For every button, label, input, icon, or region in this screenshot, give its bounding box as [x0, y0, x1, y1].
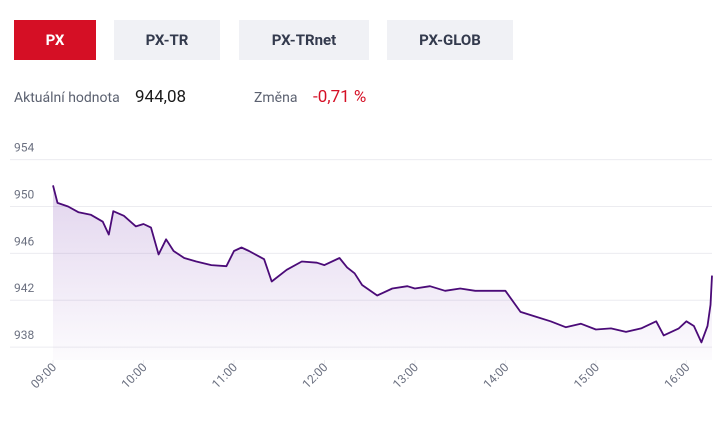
x-tick-label: 09:00: [28, 360, 59, 391]
stat-value: 944,08: [135, 87, 187, 107]
x-tick-label: 13:00: [390, 360, 421, 391]
y-tick-label: 938: [14, 328, 34, 342]
x-tick-label: 16:00: [661, 360, 692, 391]
x-tick-label: 15:00: [571, 360, 602, 391]
x-tick-label: 11:00: [209, 360, 240, 391]
x-tick-label: 10:00: [119, 360, 150, 391]
x-tick-label: 14:00: [480, 360, 511, 391]
tab[interactable]: PX-TRnet: [239, 20, 369, 60]
price-line: [52, 185, 713, 344]
area-fill: [53, 185, 712, 360]
y-tick-label: 942: [14, 281, 34, 295]
y-tick-label: 950: [14, 187, 34, 201]
tab[interactable]: PX: [14, 20, 96, 60]
stat-value: -0,71 %: [313, 87, 367, 107]
x-tick-label: 12:00: [300, 360, 331, 391]
tab[interactable]: PX-GLOB: [387, 20, 513, 60]
y-tick-label: 954: [14, 141, 34, 155]
stat-label: Aktuální hodnota: [14, 90, 120, 106]
tab[interactable]: PX-TR: [114, 20, 220, 60]
y-tick-label: 946: [14, 234, 34, 248]
stat-label: Změna: [254, 90, 298, 106]
